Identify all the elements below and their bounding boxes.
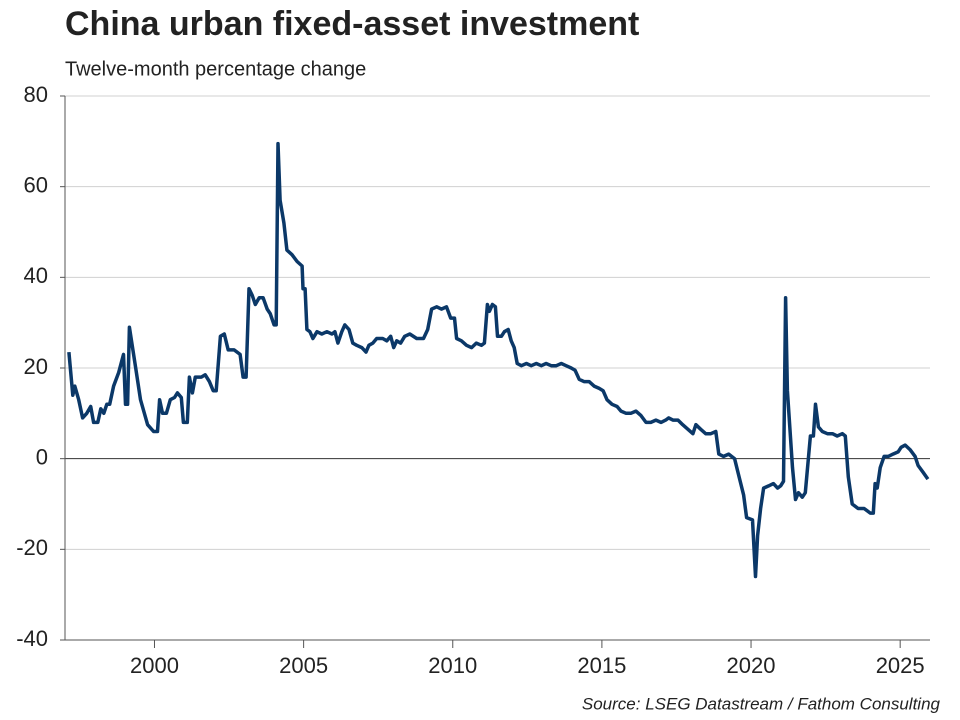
- chart-subtitle: Twelve-month percentage change: [65, 58, 366, 80]
- y-tick-label: 80: [24, 82, 48, 107]
- chart-title: China urban fixed-asset investment: [65, 5, 639, 43]
- y-tick-label: -20: [16, 535, 48, 560]
- x-tick-label: 2020: [727, 653, 776, 678]
- source-note: Source: LSEG Datastream / Fathom Consult…: [582, 694, 941, 713]
- y-tick-label: -40: [16, 626, 48, 651]
- y-tick-label: 20: [24, 354, 48, 379]
- x-tick-label: 2005: [279, 653, 328, 678]
- x-tick-label: 2025: [876, 653, 925, 678]
- x-tick-label: 2010: [428, 653, 477, 678]
- y-tick-label: 40: [24, 263, 48, 288]
- data-line: [67, 141, 930, 579]
- y-tick-label: 60: [24, 172, 48, 197]
- y-tick-label: 0: [36, 444, 48, 469]
- x-tick-label: 2015: [577, 653, 626, 678]
- x-tick-label: 2000: [130, 653, 179, 678]
